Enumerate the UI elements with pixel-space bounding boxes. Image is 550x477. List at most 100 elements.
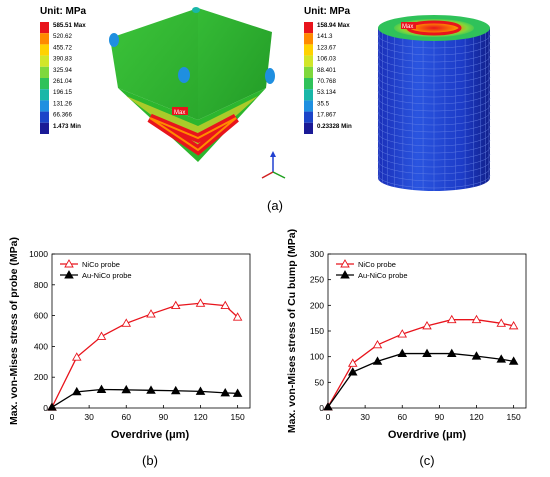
cube-corner-spot (265, 68, 275, 84)
right-legend-swatch (304, 44, 313, 56)
right-legend-swatch (304, 22, 313, 34)
right-legend-label: 123.67 (317, 44, 336, 51)
left-legend-swatch (40, 44, 49, 56)
chart-b-data-point (220, 300, 231, 310)
right-legend-swatch (304, 55, 313, 67)
right-legend-swatch (304, 122, 313, 134)
chart-b-data-point (146, 385, 156, 394)
right-legend-label: 35.5 (317, 100, 330, 107)
right-legend-label: 53.134 (317, 89, 336, 96)
left-legend-label: 390.83 (53, 56, 72, 63)
chart-b-xtick-label: 150 (231, 412, 245, 422)
chart-b-data-point (220, 388, 231, 397)
chart-b-data-point (47, 402, 57, 411)
left-legend-swatch (40, 33, 49, 45)
cube-corner-spot (192, 7, 200, 13)
left-unit-label: Unit: MPa (40, 6, 87, 17)
left-legend-label: 1.473 Min (53, 123, 81, 130)
cube-orange-square (149, 117, 237, 152)
cube-left-face (110, 8, 198, 120)
right-legend-swatch (304, 33, 313, 45)
left-legend-label: 325.94 (53, 67, 72, 74)
cube-right-face (198, 8, 272, 120)
chart-b-data-point (195, 298, 206, 307)
panel-label-a: (a) (267, 198, 283, 213)
chart-b-data-point (121, 384, 132, 394)
chart-b-data-point (195, 386, 206, 395)
chart-b-ytick-label: 200 (34, 372, 48, 382)
chart-b-data-point (232, 388, 243, 397)
chart-b-data-point (170, 300, 181, 310)
cylinder-model: Max (377, 15, 491, 191)
chart-b-ytick-label: 400 (34, 341, 48, 351)
chart-b-legend-marker (64, 270, 74, 279)
right-legend-label: 158.94 Max (317, 22, 350, 29)
chart-b-xtick-label: 0 (50, 412, 55, 422)
right-legend-label: 88.401 (317, 67, 336, 74)
chart-b-legend-marker (64, 259, 74, 268)
left-legend-label: 520.62 (53, 33, 72, 40)
right-legend-swatch (304, 100, 313, 112)
chart-b-data-point (146, 309, 156, 318)
right-legend-swatch (304, 66, 313, 78)
right-legend-label: 70.768 (317, 78, 336, 85)
axis-triad-icon (261, 151, 286, 179)
right-unit-label: Unit: MPa (304, 6, 351, 17)
chart-b-legend-label: Au-NiCo probe (82, 271, 132, 280)
chart-b-ylabel: Max. von-Mises stress of probe (MPa) (8, 237, 20, 425)
chart-b-xtick-label: 90 (159, 412, 169, 422)
chart-b-data-point (71, 386, 82, 396)
left-legend-swatch (40, 100, 49, 112)
chart-b-data-point (96, 331, 107, 340)
cube-corner-spot (178, 67, 190, 83)
cube-model: Max (109, 7, 275, 162)
chart-b-data-point (121, 318, 132, 327)
chart-b-data-point (232, 312, 243, 321)
left-legend-label: 455.72 (53, 44, 72, 51)
left-legend-swatch (40, 66, 49, 78)
right-legend-swatch (304, 78, 313, 90)
right-legend-label: 106.03 (317, 56, 336, 63)
left-legend-label: 66.366 (53, 112, 72, 119)
chart-b-series-line (51, 388, 238, 408)
left-legend-label: 585.51 Max (53, 22, 86, 29)
left-legend-label: 261.04 (53, 78, 72, 85)
right-legend-swatch (304, 111, 313, 123)
chart-b-legend-label: NiCo probe (82, 260, 120, 269)
left-legend-swatch (40, 122, 49, 134)
chart-b-legend: NiCo probe Au-NiCo probe (60, 259, 132, 280)
right-legend-label: 0.23328 Min (317, 123, 352, 130)
right-legend-label: 17.867 (317, 112, 336, 119)
right-legend-label: 141.3 (317, 33, 333, 40)
cube-corner-spot (109, 33, 119, 47)
cube-max-marker-box (172, 107, 188, 115)
left-legend: Unit: MPa 585.51 Max 520.62 455.72 390.83 32… (40, 6, 87, 134)
chart-b-xlabel: Overdrive (μm) (111, 429, 190, 441)
right-legend-swatch (304, 89, 313, 101)
cylinder-max-marker-box (401, 22, 416, 29)
right-legend: Unit: MPa 158.94 Max 141.3 123.67 106.03 88.… (304, 6, 352, 134)
chart-b-data-point (96, 384, 107, 393)
chart-b-data-point (71, 352, 82, 361)
left-legend-swatch (40, 89, 49, 101)
left-legend-swatch (40, 55, 49, 67)
chart-b-ytick-label: 1000 (29, 249, 48, 259)
left-legend-swatch (40, 78, 49, 90)
cylinder-max-marker: Max (402, 24, 413, 30)
left-legend-label: 196.15 (53, 89, 72, 96)
left-legend-swatch (40, 22, 49, 34)
chart-b-data-point (170, 385, 181, 395)
chart-b-xtick-label: 60 (122, 412, 132, 422)
panel-label-b: (b) (142, 453, 158, 468)
chart-b-plot-area (51, 253, 251, 409)
chart-b-ytick-label: 600 (34, 311, 48, 321)
chart-b-xtick-label: 120 (193, 412, 207, 422)
chart-b-xtick-label: 30 (84, 412, 94, 422)
left-legend-swatch (40, 111, 49, 123)
left-legend-label: 131.26 (53, 100, 72, 107)
chart-b-ytick-label: 800 (34, 280, 48, 290)
chart-b-ytick-label: 0 (43, 403, 48, 413)
cube-max-marker: Max (174, 110, 185, 116)
fea-figure: Unit: MPa 585.51 Max 520.62 455.72 390.83 32… (40, 6, 491, 213)
